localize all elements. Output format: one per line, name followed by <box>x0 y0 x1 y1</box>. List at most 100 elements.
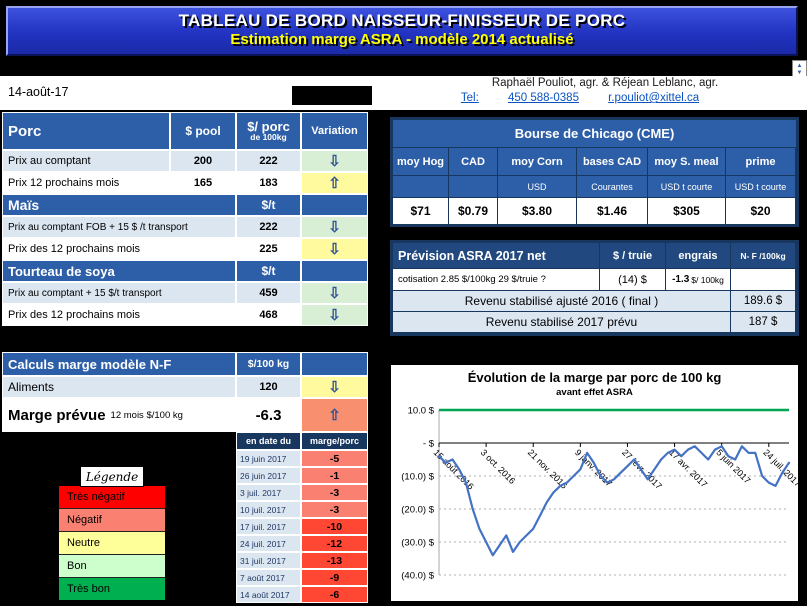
authors-line: Raphaël Pouliot, agr. & Réjean Leblanc, … <box>491 77 719 89</box>
svg-text:(40.0) $: (40.0) $ <box>401 571 434 582</box>
cme-col-sub <box>393 176 449 198</box>
margin-chart: Évolution de la marge par porc de 100 kg… <box>390 364 799 602</box>
cme-value-cell[interactable]: $71 <box>393 198 449 224</box>
down-arrow-icon: ⇩ <box>328 218 341 236</box>
svg-text:9 janv. 2017: 9 janv. 2017 <box>573 447 614 488</box>
cme-title: Bourse de Chicago (CME) <box>393 120 796 148</box>
down-arrow-icon: ⇩ <box>328 306 341 324</box>
variation-cell[interactable]: ⇧ <box>301 398 368 432</box>
top-strip: 14-août-17 Raphaël Pouliot, agr. & Réjea… <box>0 76 807 110</box>
variation-cell[interactable]: ⇩ <box>301 238 368 260</box>
banner-title: TABLEAU DE BORD NAISSEUR-FINISSEUR DE PO… <box>178 11 626 30</box>
table-row: Marge prévue 12 mois $/100 kg -6.3 ⇧ <box>2 398 368 432</box>
history-value-cell[interactable]: -10 <box>301 518 368 535</box>
chart-title: Évolution de la marge par porc de 100 kg <box>467 370 722 385</box>
banner-subtitle: Estimation marge ASRA - modèle 2014 actu… <box>230 31 574 48</box>
history-value-cell[interactable]: -1 <box>301 467 368 484</box>
history-row: 24 juil. 2017 -12 <box>236 535 368 552</box>
cme-column-prime: prime USD t courte $20 <box>726 148 796 224</box>
cme-value-cell[interactable]: $3.80 <box>498 198 577 224</box>
asra-col-nf: N- F /100kg <box>731 243 796 269</box>
history-date: 14 août 2017 <box>236 586 301 603</box>
variation-column-header: Variation <box>301 112 368 150</box>
mais-header: Maïs <box>2 194 236 216</box>
soya-header-filler <box>301 260 368 282</box>
price-value-cell[interactable]: 183 <box>236 172 301 194</box>
engrais-value-cell[interactable]: -1.3 $/ 100kg <box>666 269 731 291</box>
pool-column-header: $ pool <box>170 112 236 150</box>
svg-text:3 oct. 2016: 3 oct. 2016 <box>479 447 518 486</box>
history-value-cell[interactable]: -9 <box>301 569 368 586</box>
history-value-cell[interactable]: -12 <box>301 535 368 552</box>
email-link[interactable]: r.pouliot@xittel.ca <box>608 92 700 104</box>
history-date: 17 juil. 2017 <box>236 518 301 535</box>
down-arrow-icon: ⇩ <box>328 378 341 396</box>
table-row: Aliments 120 ⇩ <box>2 376 368 398</box>
history-date-header: en date du <box>236 432 301 450</box>
price-column-header: $/ porc de 100kg <box>236 112 301 150</box>
marge-value-cell[interactable]: -6.3 <box>236 398 301 432</box>
svg-text:15 août 2016: 15 août 2016 <box>432 447 476 491</box>
history-value-header: marge/porc <box>301 432 368 450</box>
svg-text:(20.0) $: (20.0) $ <box>401 505 434 516</box>
rev2016-value-cell[interactable]: 189.6 $ <box>731 291 796 312</box>
cme-value-cell[interactable]: $305 <box>648 198 726 224</box>
asra-table: Prévision ASRA 2017 net $ / truie engrai… <box>390 240 799 336</box>
price-value-cell[interactable]: 468 <box>236 304 301 326</box>
cme-columns: moy Hog $71 CAD $0.79 moy Corn USD $3.80… <box>393 148 796 224</box>
empty-cell <box>731 269 796 291</box>
history-date: 10 juil. 2017 <box>236 501 301 518</box>
marge-label-main: Marge prévue <box>8 406 106 424</box>
cme-column-bases: bases CAD Courantes $1.46 <box>577 148 648 224</box>
variation-cell[interactable]: ⇩ <box>301 376 368 398</box>
history-value-cell[interactable]: -3 <box>301 484 368 501</box>
cme-col-sub <box>449 176 498 198</box>
tel-label: Tel: <box>460 92 479 104</box>
history-row: 14 août 2017 -6 <box>236 586 368 603</box>
asra-rev2016-row: Revenu stabilisé ajusté 2016 ( final ) 1… <box>393 291 796 312</box>
variation-cell[interactable]: ⇩ <box>301 150 368 172</box>
aliments-value-cell[interactable]: 120 <box>236 376 301 398</box>
price-value-cell[interactable]: 222 <box>236 216 301 238</box>
cme-value-cell[interactable]: $20 <box>726 198 796 224</box>
soya-header-row: Tourteau de soya $/t <box>2 260 368 282</box>
cme-col-header: bases CAD <box>577 148 648 176</box>
asra-title: Prévision ASRA 2017 net <box>393 243 600 269</box>
tel-number[interactable]: 450 588-0385 <box>507 92 579 104</box>
variation-cell[interactable]: ⇩ <box>301 304 368 326</box>
svg-text:21 nov. 2016: 21 nov. 2016 <box>526 447 569 490</box>
history-value-cell[interactable]: -3 <box>301 501 368 518</box>
variation-cell[interactable]: ⇩ <box>301 216 368 238</box>
legend-item: Bon <box>59 555 165 578</box>
pool-value-cell[interactable]: 165 <box>170 172 236 194</box>
cme-value-cell[interactable]: $1.46 <box>577 198 648 224</box>
history-row: 7 août 2017 -9 <box>236 569 368 586</box>
truie-value-cell[interactable]: (14) $ <box>600 269 666 291</box>
rev2017-label: Revenu stabilisé 2017 prévu <box>393 312 731 333</box>
price-value-cell[interactable]: 459 <box>236 282 301 304</box>
variation-cell[interactable]: ⇩ <box>301 282 368 304</box>
cme-value-cell[interactable]: $0.79 <box>449 198 498 224</box>
rev2017-value-cell[interactable]: 187 $ <box>731 312 796 333</box>
price-value-cell[interactable]: 225 <box>236 238 301 260</box>
price-column-header-main: $/ porc <box>247 118 290 134</box>
pool-value-cell[interactable]: 200 <box>170 150 236 172</box>
scroll-up-icon[interactable]: ▲ <box>796 63 803 70</box>
svg-text:(30.0) $: (30.0) $ <box>401 538 434 549</box>
history-value-cell[interactable]: -5 <box>301 450 368 467</box>
asra-rev2017-row: Revenu stabilisé 2017 prévu 187 $ <box>393 312 796 333</box>
history-date: 19 juin 2017 <box>236 450 301 467</box>
mais-header-filler <box>301 194 368 216</box>
contact-line: Tel: 450 588-0385 r.pouliot@xittel.ca <box>400 92 760 104</box>
history-date: 31 juil. 2017 <box>236 552 301 569</box>
legend-items: Très négatif Négatif Neutre Bon Très bon <box>58 485 166 601</box>
variation-cell[interactable]: ⇧ <box>301 172 368 194</box>
svg-text:5 juin 2017: 5 juin 2017 <box>714 447 752 485</box>
price-value-cell[interactable]: 222 <box>236 150 301 172</box>
history-value-cell[interactable]: -13 <box>301 552 368 569</box>
asra-cotisation-row: cotisation 2.85 $/100kg 29 $/truie ? (14… <box>393 269 796 291</box>
row-label: Prix des 12 prochains mois <box>2 304 236 326</box>
up-arrow-icon: ⇧ <box>328 406 341 424</box>
scroll-down-icon[interactable]: ▼ <box>796 70 803 76</box>
history-value-cell[interactable]: -6 <box>301 586 368 603</box>
